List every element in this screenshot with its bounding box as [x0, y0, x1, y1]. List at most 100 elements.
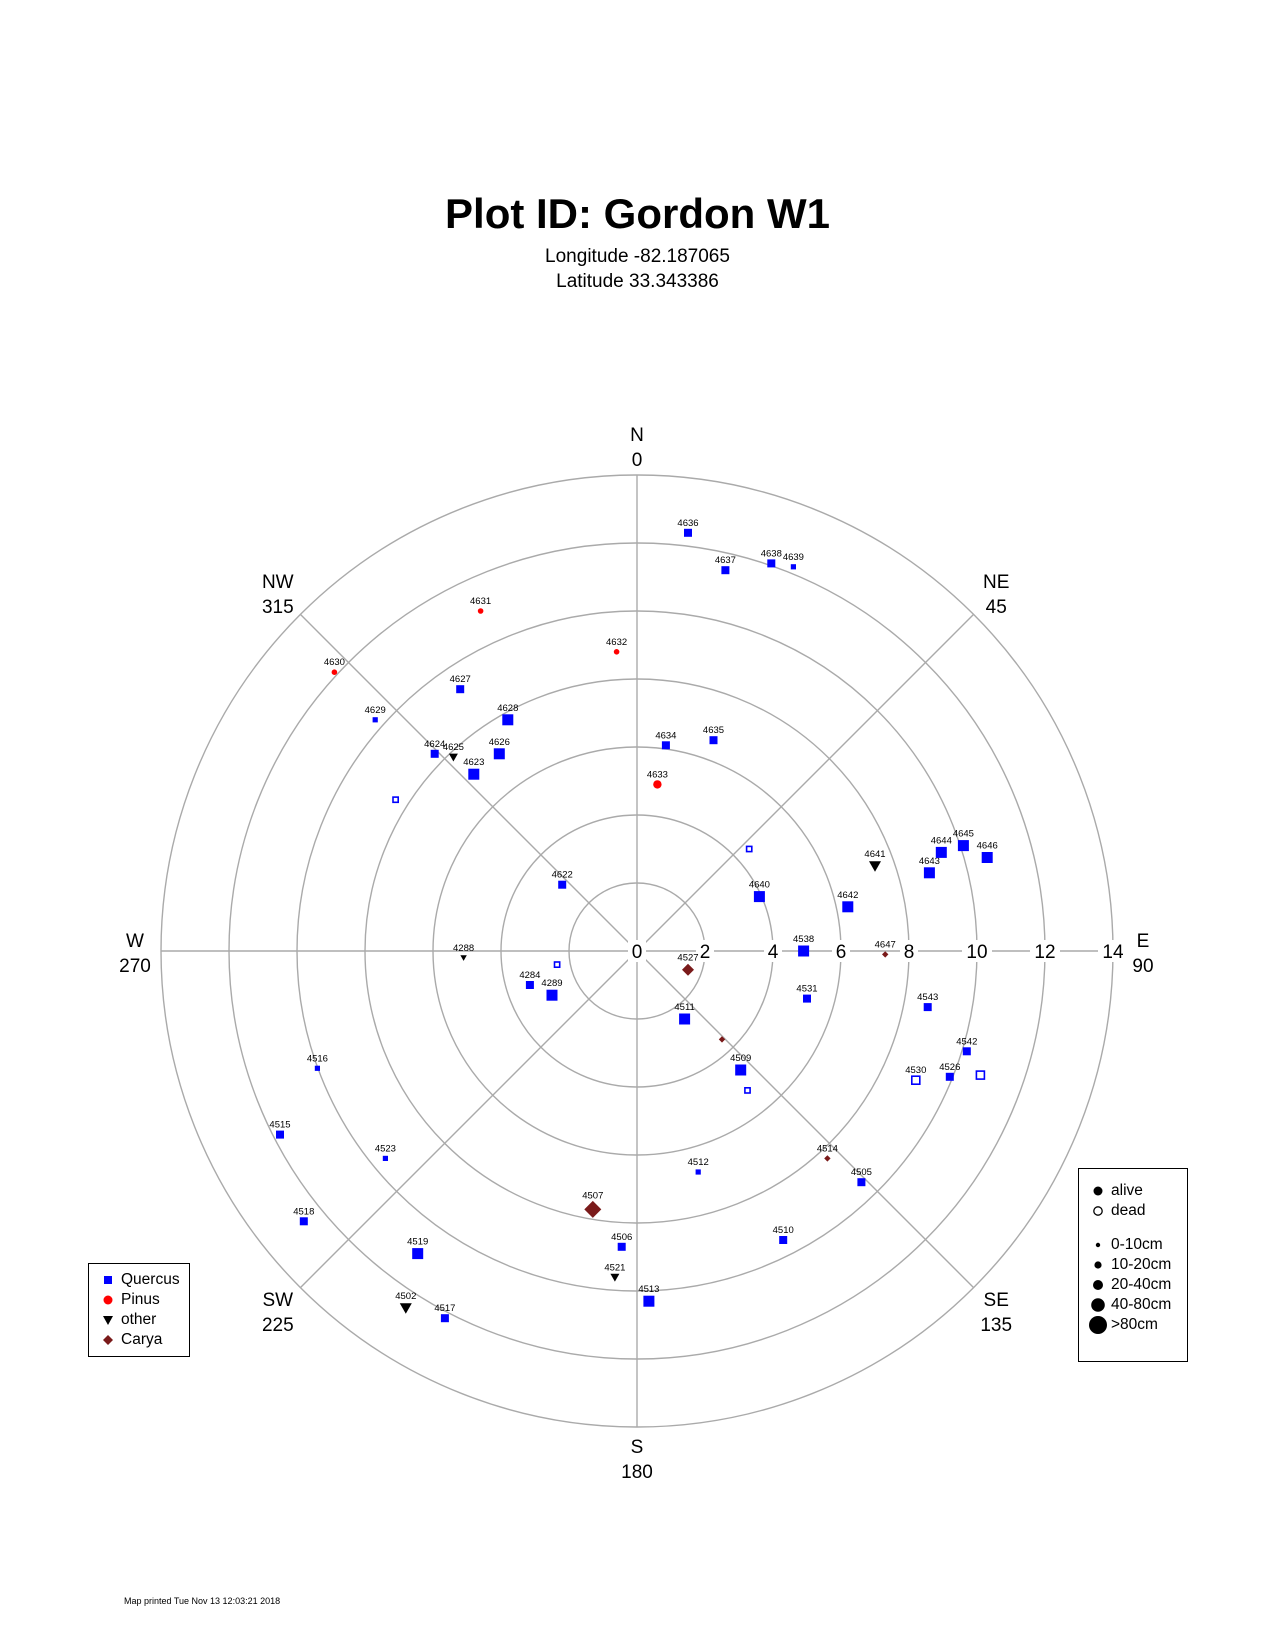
legend-row-size-2: 10-20cm: [1087, 1255, 1187, 1275]
tree-marker-4630: [331, 669, 338, 675]
tree-marker-4542: [962, 1047, 971, 1056]
tree-id-label: 4506: [611, 1232, 632, 1243]
size-dot-icon: [1087, 1237, 1109, 1253]
tree-id-label: 4507: [582, 1190, 603, 1201]
tree-id-label: 4511: [674, 1002, 694, 1013]
tree-id-label: 4638: [761, 548, 782, 559]
tree-marker-4635: [709, 736, 718, 745]
size-dot-icon: [1087, 1277, 1109, 1293]
tree-id-label: 4519: [407, 1237, 428, 1248]
direction-label: NE: [983, 572, 1009, 593]
legend-row-size-4: 40-80cm: [1087, 1295, 1187, 1315]
tree-id-label: 4517: [434, 1303, 455, 1314]
direction-label: NW: [262, 572, 294, 593]
radial-tick-label: 6: [836, 942, 847, 963]
tick-label-bg: [900, 940, 918, 962]
tree-marker-4543: [923, 1003, 932, 1012]
tree-marker-4646: [981, 852, 993, 863]
tree-marker-4641: [869, 861, 881, 872]
tree-id-label: 4523: [375, 1143, 396, 1154]
tree-id-label: 4623: [463, 757, 484, 768]
legend-row-other: other: [97, 1310, 189, 1330]
tree-marker-4506: [617, 1242, 626, 1251]
legend-label-size-5: >80cm: [1111, 1316, 1158, 1333]
tree-id-label: 4530: [905, 1065, 926, 1076]
tree-marker-4530: [910, 1075, 921, 1085]
status-legend: alive dead 0-10cm 10-20cm 20-40cm 40-80c…: [1078, 1168, 1188, 1362]
tree-marker-4644: [935, 846, 947, 858]
tree-marker-4519: [412, 1248, 424, 1260]
tree-marker-4526: [945, 1072, 954, 1081]
latitude-label: Latitude 33.343386: [556, 271, 719, 292]
tree-marker-4639: [790, 564, 796, 570]
tree-marker-4511: [679, 1013, 691, 1025]
size-dot-icon: [1087, 1297, 1109, 1313]
legend-label-size-4: 40-80cm: [1111, 1296, 1172, 1313]
tree-id-label: 4622: [552, 870, 573, 881]
tree-marker-4509: [735, 1064, 747, 1076]
tree-marker-unlabeled: [553, 961, 561, 968]
legend-row-carya: Carya: [97, 1330, 189, 1350]
open-circle-icon: [1087, 1203, 1109, 1219]
tree-id-label: 4538: [793, 934, 814, 945]
tree-marker-4627: [456, 685, 465, 694]
radial-tick-label: 2: [700, 942, 711, 963]
tree-marker-4502: [399, 1303, 412, 1314]
size-dot-icon: [1087, 1257, 1109, 1273]
tree-marker-4517: [440, 1314, 449, 1323]
legend-row-size-3: 20-40cm: [1087, 1275, 1187, 1295]
tree-id-label: 4632: [606, 637, 627, 648]
tree-id-label: 4515: [269, 1120, 290, 1131]
tree-marker-4512: [695, 1169, 701, 1175]
tree-id-label: 4633: [647, 769, 668, 780]
tree-marker-4284: [525, 981, 534, 989]
tree-marker-4516: [314, 1065, 320, 1071]
tree-id-label: 4639: [783, 552, 804, 563]
tree-id-label: 4284: [519, 970, 540, 981]
longitude-label: Longitude -82.187065: [545, 246, 730, 267]
tree-marker-4505: [857, 1178, 866, 1187]
tree-marker-4513: [643, 1295, 655, 1307]
tree-marker-4507: [584, 1200, 602, 1218]
legend-label-carya: Carya: [121, 1331, 163, 1348]
tree-marker-unlabeled: [392, 796, 399, 804]
tree-marker-4625: [448, 753, 458, 762]
tree-id-label: 4513: [638, 1284, 659, 1295]
tree-id-label: 4527: [677, 953, 698, 964]
tree-marker-4622: [558, 880, 567, 889]
tree-id-label: 4505: [851, 1167, 872, 1178]
tree-id-label: 4640: [749, 880, 770, 891]
tree-marker-4626: [493, 748, 505, 760]
direction-label: E: [1137, 931, 1150, 952]
legend-row-alive: alive: [1087, 1181, 1187, 1201]
tree-id-label: 4521: [604, 1262, 625, 1273]
direction-degree-label: 0: [632, 450, 643, 471]
diamond-icon: [97, 1332, 119, 1348]
tree-id-label: 4502: [395, 1291, 416, 1302]
legend-label-pinus: Pinus: [121, 1291, 160, 1308]
tree-marker-4631: [477, 608, 484, 614]
tree-id-label: 4509: [730, 1053, 751, 1064]
tick-label-bg: [764, 940, 782, 962]
direction-degree-label: 45: [986, 597, 1007, 618]
tree-id-label: 4644: [931, 835, 952, 846]
tree-id-label: 4646: [977, 841, 998, 852]
tree-marker-4538: [798, 945, 810, 957]
tree-marker-4643: [923, 867, 935, 879]
legend-row-size-5: >80cm: [1087, 1315, 1187, 1335]
tree-marker-unlabeled: [745, 845, 753, 853]
tree-marker-4510: [779, 1236, 788, 1244]
tree-id-label: 4288: [453, 943, 474, 954]
tree-id-label: 4630: [324, 657, 345, 668]
radial-tick-label: 0: [632, 942, 643, 963]
legend-label-other: other: [121, 1311, 157, 1328]
tree-marker-4531: [803, 994, 811, 1003]
tree-id-label: 4629: [365, 705, 386, 716]
direction-label: N: [630, 425, 644, 446]
tick-label-bg: [832, 940, 850, 962]
radial-tick-label: 14: [1102, 942, 1124, 963]
radial-tick-label: 12: [1034, 942, 1055, 963]
tree-id-label: 4516: [307, 1053, 328, 1064]
tree-marker-unlabeled: [718, 1036, 726, 1043]
tree-id-label: 4635: [703, 725, 724, 736]
